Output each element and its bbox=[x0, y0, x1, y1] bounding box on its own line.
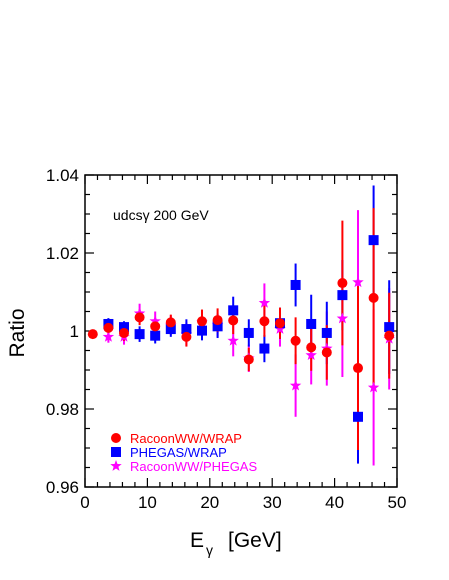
data-point-circle bbox=[228, 315, 239, 326]
data-point-circle bbox=[368, 292, 379, 303]
data-point-square bbox=[337, 290, 348, 301]
y-tick-label: 1 bbox=[70, 322, 79, 341]
data-point-star bbox=[305, 349, 317, 361]
data-point-square bbox=[306, 318, 317, 329]
data-point-circle bbox=[103, 322, 114, 333]
data-point-circle bbox=[212, 315, 223, 326]
data-point-square bbox=[181, 324, 192, 335]
data-point-circle bbox=[87, 329, 98, 340]
legend-marker-circle bbox=[111, 433, 121, 443]
x-axis-subscript: γ bbox=[206, 542, 213, 558]
data-point-star bbox=[149, 315, 161, 327]
y-tick-label: 0.98 bbox=[46, 400, 79, 419]
x-tick-label: 50 bbox=[388, 493, 407, 512]
y-tick-label: 1.04 bbox=[46, 166, 79, 185]
data-point-circle bbox=[243, 354, 254, 365]
data-point-circle bbox=[337, 278, 348, 289]
data-point-circle bbox=[275, 318, 285, 329]
x-tick-label: 40 bbox=[325, 493, 344, 512]
data-point-square bbox=[228, 305, 239, 316]
legend-label: PHEGAS/WRAP bbox=[130, 445, 227, 460]
data-point-square bbox=[321, 327, 332, 338]
legend-marker-square bbox=[111, 447, 121, 457]
data-point-circle bbox=[259, 316, 270, 327]
y-tick-label: 0.96 bbox=[46, 478, 79, 497]
data-point-square bbox=[150, 330, 161, 341]
data-point-square bbox=[165, 324, 176, 335]
data-point-square bbox=[384, 322, 395, 333]
data-point-circle bbox=[165, 317, 176, 328]
axis-ticks bbox=[84, 174, 398, 488]
y-axis-label: Ratio bbox=[6, 308, 29, 357]
data-point-square bbox=[134, 329, 145, 340]
legend-label: RacoonWW/PHEGAS bbox=[130, 459, 257, 474]
data-point-star bbox=[336, 312, 349, 324]
x-axis-unit: [GeV] bbox=[228, 529, 282, 552]
data-point-star bbox=[258, 296, 271, 308]
x-axis-label: E bbox=[190, 529, 204, 552]
legend-label: RacoonWW/WRAP bbox=[130, 431, 242, 446]
x-tick-label: 20 bbox=[200, 493, 219, 512]
chart-annotation: udcsγ 200 GeV bbox=[113, 207, 209, 223]
data-point-circle bbox=[150, 321, 161, 332]
data-point-circle bbox=[119, 327, 129, 338]
x-tick-label: 0 bbox=[80, 493, 89, 512]
data-point-square bbox=[290, 279, 301, 290]
data-point-circle bbox=[197, 316, 207, 327]
data-point-square bbox=[119, 322, 129, 333]
data-point-star bbox=[367, 381, 380, 393]
x-axis-title: E γ [GeV] bbox=[190, 529, 282, 558]
data-point-circle bbox=[290, 335, 301, 346]
data-point-square bbox=[197, 325, 207, 336]
error-bars bbox=[91, 185, 391, 466]
data-point-star bbox=[102, 330, 115, 342]
legend-marker-star bbox=[110, 460, 122, 471]
data-point-star bbox=[274, 323, 286, 334]
data-point-circle bbox=[306, 342, 317, 353]
y-tick-label: 1.02 bbox=[46, 244, 79, 263]
tick-labels: 0 10 20 30 40 50 0.96 0.98 1 1.02 1.04 bbox=[46, 166, 407, 512]
data-point-square bbox=[243, 327, 254, 338]
data-point-square bbox=[259, 343, 270, 354]
data-point-circle bbox=[321, 347, 332, 358]
data-point-circle bbox=[134, 312, 145, 323]
data-point-circle bbox=[384, 330, 395, 341]
data-point-square bbox=[368, 235, 379, 246]
data-point-star bbox=[289, 379, 302, 391]
x-tick-label: 10 bbox=[138, 493, 157, 512]
data-point-star bbox=[227, 334, 239, 346]
data-point-square bbox=[212, 321, 223, 332]
data-point-circle bbox=[181, 331, 192, 342]
data-point-star bbox=[352, 276, 364, 288]
data-point-circle bbox=[353, 363, 363, 374]
data-markers bbox=[87, 235, 395, 422]
data-point-square bbox=[353, 411, 363, 422]
x-tick-label: 30 bbox=[263, 493, 282, 512]
